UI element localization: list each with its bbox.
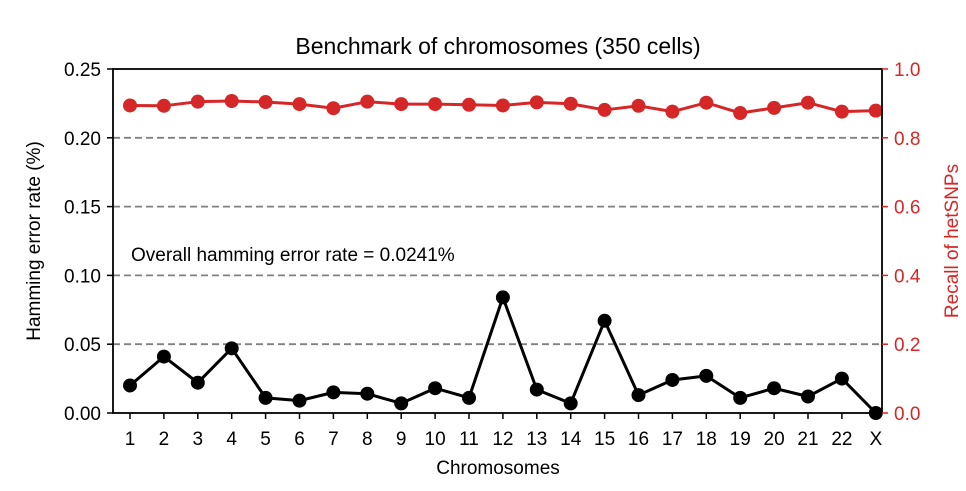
chart-title: Benchmark of chromosomes (350 cells) bbox=[295, 33, 700, 59]
data-point bbox=[224, 341, 239, 356]
x-tick-label: 10 bbox=[425, 429, 446, 450]
data-point bbox=[326, 101, 341, 116]
x-tick-label: 11 bbox=[459, 429, 479, 450]
overall-error-annotation: Overall hamming error rate = 0.0241% bbox=[131, 245, 455, 266]
data-point bbox=[563, 96, 578, 111]
data-point bbox=[326, 385, 341, 400]
x-tick-label: 19 bbox=[730, 429, 751, 450]
y-right-tick-label: 1.0 bbox=[894, 60, 920, 81]
x-tick-label: 17 bbox=[662, 429, 683, 450]
y-right-tick-label: 0.4 bbox=[894, 266, 921, 287]
data-point bbox=[394, 396, 409, 411]
data-point bbox=[665, 372, 680, 387]
data-point bbox=[428, 381, 443, 396]
x-tick-label: 20 bbox=[764, 429, 785, 450]
data-point bbox=[156, 349, 171, 364]
gridlines bbox=[113, 136, 882, 346]
x-tick-label: 3 bbox=[193, 429, 204, 450]
data-point bbox=[834, 104, 849, 119]
data-point bbox=[597, 313, 612, 328]
y-left-tick-label: 0.10 bbox=[64, 266, 101, 287]
y-left-tick-label: 0.25 bbox=[64, 60, 101, 81]
data-point bbox=[801, 389, 815, 404]
y-left-tick-label: 0.15 bbox=[64, 198, 101, 219]
x-tick-label: 12 bbox=[492, 429, 513, 450]
data-point bbox=[529, 382, 544, 397]
data-point bbox=[801, 95, 815, 110]
x-tick-label: 1 bbox=[125, 429, 136, 450]
data-point bbox=[665, 104, 680, 119]
data-point bbox=[495, 98, 510, 113]
data-point bbox=[292, 97, 307, 112]
data-point bbox=[292, 393, 307, 408]
x-tick-label: 5 bbox=[260, 429, 271, 450]
data-point bbox=[699, 95, 714, 110]
data-point bbox=[529, 95, 544, 110]
data-point bbox=[495, 290, 510, 305]
x-tick-label: 21 bbox=[797, 429, 818, 450]
data-point bbox=[631, 98, 646, 113]
data-point bbox=[360, 386, 375, 401]
data-point bbox=[360, 94, 375, 109]
data-point bbox=[868, 103, 883, 118]
x-tick-label: 9 bbox=[396, 429, 407, 450]
data-point bbox=[258, 95, 273, 110]
y-axis-right-label: Recall of hetSNPs bbox=[942, 164, 963, 318]
data-point bbox=[767, 381, 782, 396]
data-point bbox=[563, 396, 578, 411]
data-point bbox=[428, 97, 443, 112]
x-tick-label: 14 bbox=[560, 429, 582, 450]
x-tick-label: 4 bbox=[226, 429, 237, 450]
data-point bbox=[156, 98, 171, 113]
data-point bbox=[123, 98, 137, 113]
data-point bbox=[190, 94, 205, 109]
plot-frame bbox=[112, 68, 883, 414]
series-line bbox=[129, 295, 877, 415]
data-point bbox=[733, 390, 748, 405]
data-point bbox=[462, 97, 476, 112]
data-point bbox=[258, 390, 273, 405]
y-right-tick-label: 0.2 bbox=[894, 335, 920, 356]
y-right-tick-label: 0.8 bbox=[894, 129, 920, 150]
x-tick-label: 7 bbox=[328, 429, 339, 450]
data-point bbox=[123, 378, 137, 393]
data-point bbox=[767, 100, 782, 115]
x-tick-label: 15 bbox=[594, 429, 615, 450]
x-tick-label: 8 bbox=[362, 429, 373, 450]
data-point bbox=[462, 390, 476, 405]
x-tick-label: X bbox=[869, 429, 882, 450]
y-right-tick-label: 0.0 bbox=[894, 404, 920, 425]
data-point bbox=[699, 368, 714, 383]
x-tick-label: 6 bbox=[294, 429, 305, 450]
data-point bbox=[224, 93, 239, 108]
x-axis: 1 2 3 4 5 6 7 8 9 10 11 12 13 14 15 16 17 18 19 20 21 22 X bbox=[125, 413, 882, 450]
data-point bbox=[733, 106, 748, 121]
x-tick-label: 16 bbox=[628, 429, 649, 450]
x-tick-label: 22 bbox=[831, 429, 852, 450]
data-point bbox=[394, 97, 409, 112]
x-tick-label: 13 bbox=[526, 429, 547, 450]
y-right-tick-label: 0.6 bbox=[894, 198, 920, 219]
y-left-tick-label: 0.20 bbox=[64, 129, 101, 150]
series-recall bbox=[123, 93, 883, 121]
y-axis-left-label: Hamming error rate (%) bbox=[24, 141, 45, 341]
data-point bbox=[631, 388, 646, 403]
data-point bbox=[190, 375, 205, 390]
x-axis-label: Chromosomes bbox=[436, 458, 560, 479]
series-hamming-error bbox=[123, 290, 883, 420]
y-left-tick-label: 0.05 bbox=[64, 335, 101, 356]
y-axis-left: 0.00 0.05 0.10 0.15 0.20 0.25 bbox=[64, 60, 113, 425]
x-tick-label: 2 bbox=[159, 429, 170, 450]
y-axis-right: 0.0 0.2 0.4 0.6 0.8 1.0 bbox=[882, 60, 921, 425]
data-point bbox=[597, 102, 612, 117]
y-left-tick-label: 0.00 bbox=[64, 404, 101, 425]
series-layer bbox=[123, 93, 883, 420]
data-point bbox=[834, 371, 849, 386]
x-tick-label: 18 bbox=[696, 429, 717, 450]
